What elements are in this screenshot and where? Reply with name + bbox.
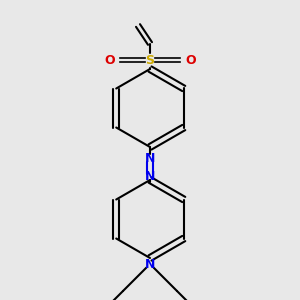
- Text: N: N: [145, 152, 155, 166]
- Text: S: S: [146, 53, 154, 67]
- Text: O: O: [185, 53, 196, 67]
- Text: N: N: [145, 170, 155, 184]
- Text: N: N: [145, 257, 155, 271]
- Text: O: O: [104, 53, 115, 67]
